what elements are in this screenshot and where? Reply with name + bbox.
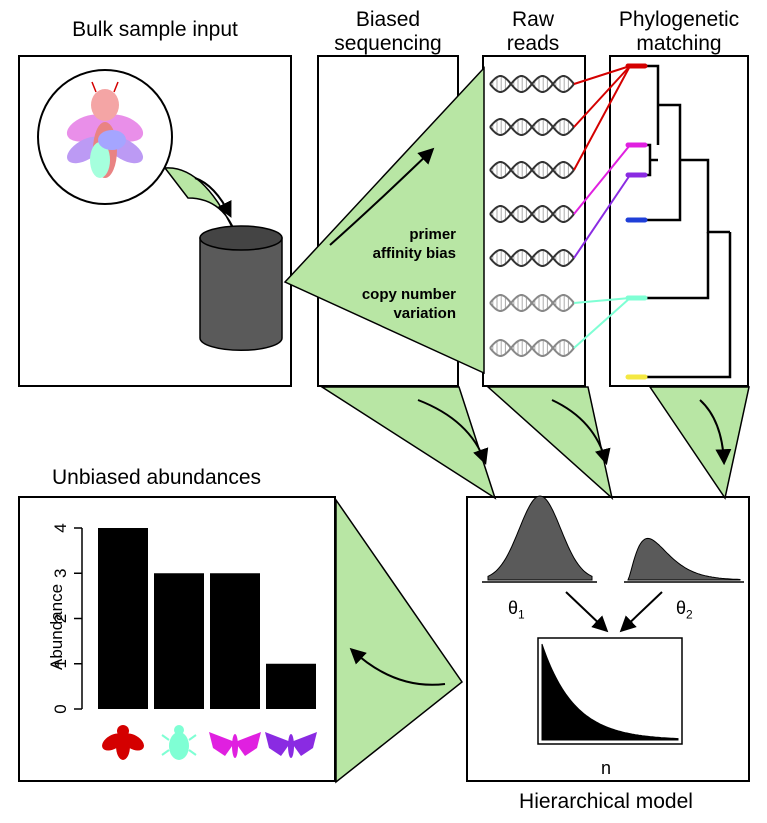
bar-1 (98, 528, 148, 709)
dna-read-icon (489, 294, 575, 312)
theta1-symbol: θ (508, 598, 519, 618)
tree-tips (625, 63, 648, 380)
hierarchical-model-title: Hierarchical model (519, 790, 693, 813)
raw-title-line1: Raw (511, 8, 554, 31)
read-link-red (573, 65, 631, 128)
phylogenetic-tree (638, 64, 732, 379)
read-link-cyan (573, 297, 631, 349)
dna-read-icon (489, 161, 575, 179)
theta2-arrow (619, 591, 663, 633)
dna-read-icon (489, 339, 575, 357)
moth-icon (209, 732, 261, 758)
theta2-label: θ2 (676, 596, 693, 627)
y-axis-label: Abundance (47, 583, 66, 670)
dna-read-icon (489, 205, 575, 223)
wedge-model-to-abundances (335, 497, 464, 784)
theta1-label: θ1 (508, 596, 525, 627)
theta2-distribution (624, 537, 744, 583)
dna-read-icon (489, 75, 575, 93)
bar-3 (210, 573, 260, 709)
phylogenetic-matching-title: Phylogenetic matching (619, 8, 739, 56)
bulk-sample-title: Bulk sample input (72, 18, 238, 41)
wedge-sequencing-to-model (319, 386, 497, 500)
abundance-bar-chart: 0 1 2 3 4 (51, 523, 317, 760)
unbiased-abundances-title: Unbiased abundances (52, 466, 261, 489)
y-tick-label: 4 (51, 523, 70, 532)
dna-reads (489, 75, 575, 357)
biased-title-line2: sequencing (334, 32, 442, 55)
sample-bucket-icon (199, 225, 283, 352)
theta2-subscript: 2 (686, 607, 693, 622)
theta1-subscript: 1 (518, 607, 525, 622)
biased-sequencing-title: Biased sequencing (334, 8, 441, 56)
insect-mixture (66, 89, 144, 178)
y-tick-label: 3 (51, 569, 70, 578)
dna-read-icon (489, 118, 575, 136)
raw-title-line2: reads (506, 32, 560, 55)
wedge-phylo-to-model (648, 386, 750, 500)
y-tick-label: 2 (51, 614, 70, 623)
bar-2 (154, 573, 204, 709)
theta2-symbol: θ (676, 598, 687, 618)
copy-label-line1: copy number (361, 286, 456, 303)
primer-label-line1: primer (409, 226, 456, 243)
wedge-reads-to-model (486, 386, 614, 501)
read-tip-links (573, 65, 631, 349)
bar-4 (266, 663, 316, 709)
y-tick-label: 1 (51, 659, 70, 668)
read-link-purple (573, 174, 631, 259)
dna-read-icon (489, 249, 575, 267)
n-label: n (600, 758, 612, 778)
copy-label-line2: variation (393, 305, 456, 322)
phylo-title-line2: matching (636, 32, 722, 55)
y-tick-label: 0 (51, 704, 70, 713)
theta1-arrow (565, 591, 609, 633)
read-link-magenta (573, 144, 631, 215)
primer-label-line2: affinity bias (372, 245, 456, 262)
moth-icon (265, 732, 317, 758)
read-link-cyan (573, 297, 631, 304)
beetle-icon (161, 725, 197, 760)
phylo-title-line1: Phylogenetic (618, 8, 740, 31)
sequencing-arrow (329, 147, 435, 246)
raw-reads-title: Raw reads (507, 8, 560, 56)
theta1-distribution (482, 495, 597, 583)
copy-number-label: copy number variation (340, 285, 456, 323)
fly-icon (102, 725, 144, 760)
sequencing-wedge (283, 66, 485, 375)
biased-title-line1: Biased (355, 8, 421, 31)
read-link-red (573, 65, 631, 171)
primer-bias-label: primer affinity bias (360, 225, 456, 263)
n-distribution (541, 643, 679, 741)
read-link-red (573, 65, 631, 85)
